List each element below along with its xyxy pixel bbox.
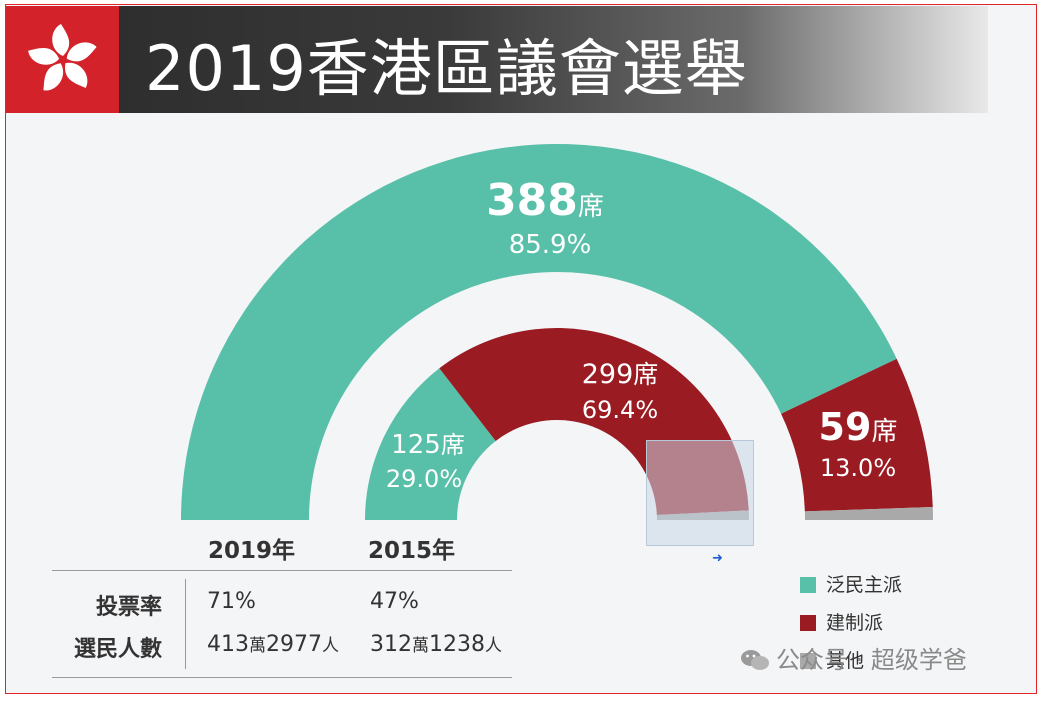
voters-2015: 312萬1238人 [370, 631, 502, 657]
turnout-label: 投票率 [95, 595, 162, 620]
ring-label-2015: 2015年 [368, 538, 456, 564]
legend-item-pro-democracy: 泛民主派 [800, 570, 902, 597]
voters-2019-a: 413 [207, 632, 249, 657]
watermark-text: 公众号 · 超级学爸 [776, 646, 967, 674]
slice-2015-pro-democracy [365, 368, 496, 520]
stats-divider [185, 579, 186, 669]
slice-2019-pro-establishment [781, 358, 933, 512]
turnout-2015: 47% [370, 589, 419, 614]
data-label-2015-pro-democracy-seats: 125席 [391, 430, 465, 460]
ring-label-2019: 2019年 [208, 538, 296, 564]
title-bar [6, 6, 988, 113]
page-title: 2019香港區議會選舉 [145, 32, 748, 105]
data-label-2019-pro-establishment-percent: 13.0% [820, 454, 896, 482]
cursor-arrow-icon: ➜ [712, 551, 723, 566]
voters-label: 選民人數 [73, 637, 162, 662]
voters-2019-b: 2977 [266, 632, 322, 657]
selection-overlay[interactable] [646, 440, 754, 546]
voters-2015-b: 1238 [429, 632, 485, 657]
data-label-2015-pro-establishment-seats: 299席 [582, 359, 659, 390]
data-label-2015-pro-establishment-percent: 69.4% [582, 396, 658, 424]
legend-label-pro-democracy: 泛民主派 [826, 574, 903, 596]
data-label-2019-pro-democracy-seats: 388席 [486, 175, 604, 226]
voters-2019-u1: 萬 [249, 636, 266, 656]
data-label-2019-pro-democracy-percent: 85.9% [509, 230, 592, 260]
voters-2015-u1: 萬 [412, 636, 429, 656]
slice-2019-pro-democracy [181, 143, 897, 520]
stats-table: 投票率 71% 47% 選民人數 413萬2977人 312萬1238人 [52, 570, 512, 678]
legend-label-pro-establishment: 建制派 [826, 612, 884, 634]
legend-item-other: 其他 [800, 646, 864, 673]
watermark: 公众号 · 超级学爸 [740, 640, 967, 675]
legend-item-pro-establishment: 建制派 [800, 608, 883, 635]
wechat-icon [741, 650, 769, 670]
bauhinia-flag-icon [28, 24, 97, 91]
legend-swatch-other [800, 653, 816, 669]
data-label-2015-pro-democracy-percent: 29.0% [386, 465, 462, 493]
legend-swatch-pro-establishment [800, 615, 816, 631]
data-label-2019-pro-establishment-seats: 59席 [819, 405, 898, 449]
slice-2019-other [804, 507, 933, 520]
voters-2019: 413萬2977人 [207, 631, 339, 657]
turnout-2019: 71% [207, 589, 256, 614]
voters-2015-u2: 人 [485, 636, 502, 656]
legend-label-other: 其他 [826, 650, 865, 672]
voters-2019-u2: 人 [322, 636, 339, 656]
voters-2015-a: 312 [370, 632, 412, 657]
hk-flag [6, 6, 119, 113]
legend-swatch-pro-democracy [800, 577, 816, 593]
